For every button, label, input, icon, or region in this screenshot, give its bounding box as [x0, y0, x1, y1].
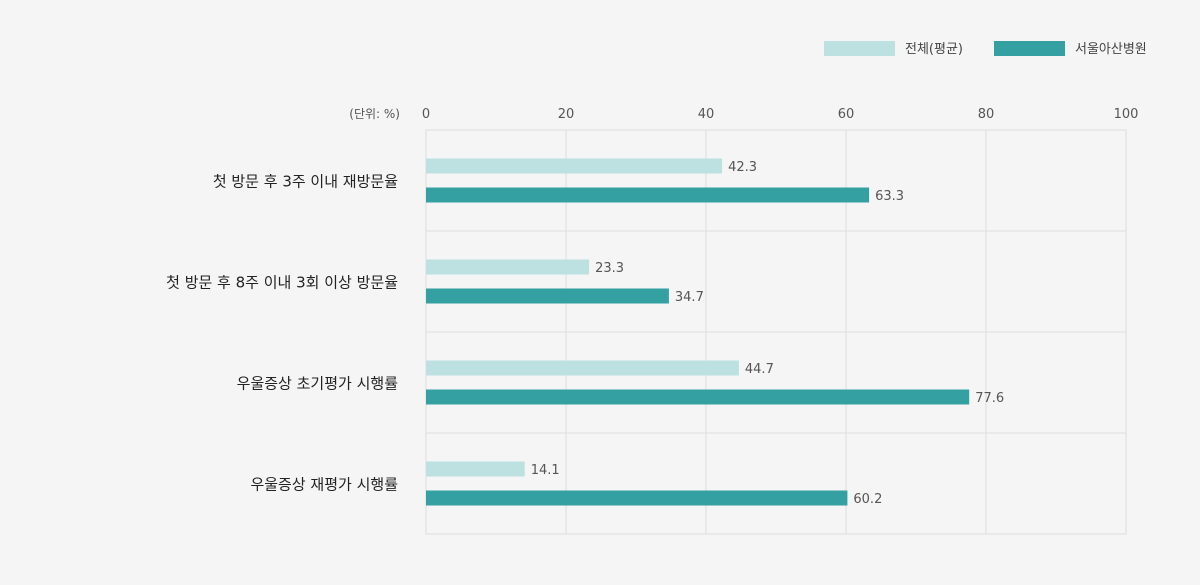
bar [426, 158, 723, 174]
bar [426, 360, 739, 376]
x-tick-label: 80 [978, 107, 995, 122]
bar [426, 461, 525, 477]
x-tick-label: 40 [698, 107, 715, 122]
bar [426, 259, 590, 275]
legend: 전체(평균) 서울아산병원 [824, 41, 1147, 57]
legend-swatch [824, 41, 895, 56]
data-label: 34.7 [675, 290, 704, 305]
category-label: 우울증상 초기평가 시행률 [237, 375, 399, 393]
data-label: 63.3 [875, 189, 904, 204]
x-tick-label: 20 [558, 107, 575, 122]
legend-label: 서울아산병원 [1075, 42, 1147, 57]
x-tick-label: 0 [422, 107, 430, 122]
legend-swatch [994, 41, 1065, 56]
category-label: 첫 방문 후 3주 이내 재방문율 [213, 173, 398, 191]
bar [426, 389, 970, 405]
bar [426, 490, 848, 506]
data-label: 60.2 [853, 492, 882, 507]
data-label: 23.3 [595, 261, 624, 276]
bar [426, 288, 669, 304]
bars-layer [426, 158, 970, 506]
labels-layer: 0 20 40 60 80 100 첫 방문 후 3주 이내 재방문율 42.3 63.3 첫 방… [166, 107, 1138, 507]
x-tick-label: 100 [1114, 107, 1139, 122]
unit-label: (단위: %) [349, 107, 400, 121]
category-label: 우울증상 재평가 시행률 [250, 476, 398, 494]
legend-label: 전체(평균) [905, 42, 963, 57]
data-label: 14.1 [531, 463, 560, 478]
x-tick-label: 60 [838, 107, 855, 122]
bar [426, 187, 870, 203]
data-label: 44.7 [745, 362, 774, 377]
data-label: 77.6 [975, 391, 1004, 406]
category-label: 첫 방문 후 8주 이내 3회 이상 방문율 [166, 274, 398, 292]
data-label: 42.3 [728, 160, 757, 175]
